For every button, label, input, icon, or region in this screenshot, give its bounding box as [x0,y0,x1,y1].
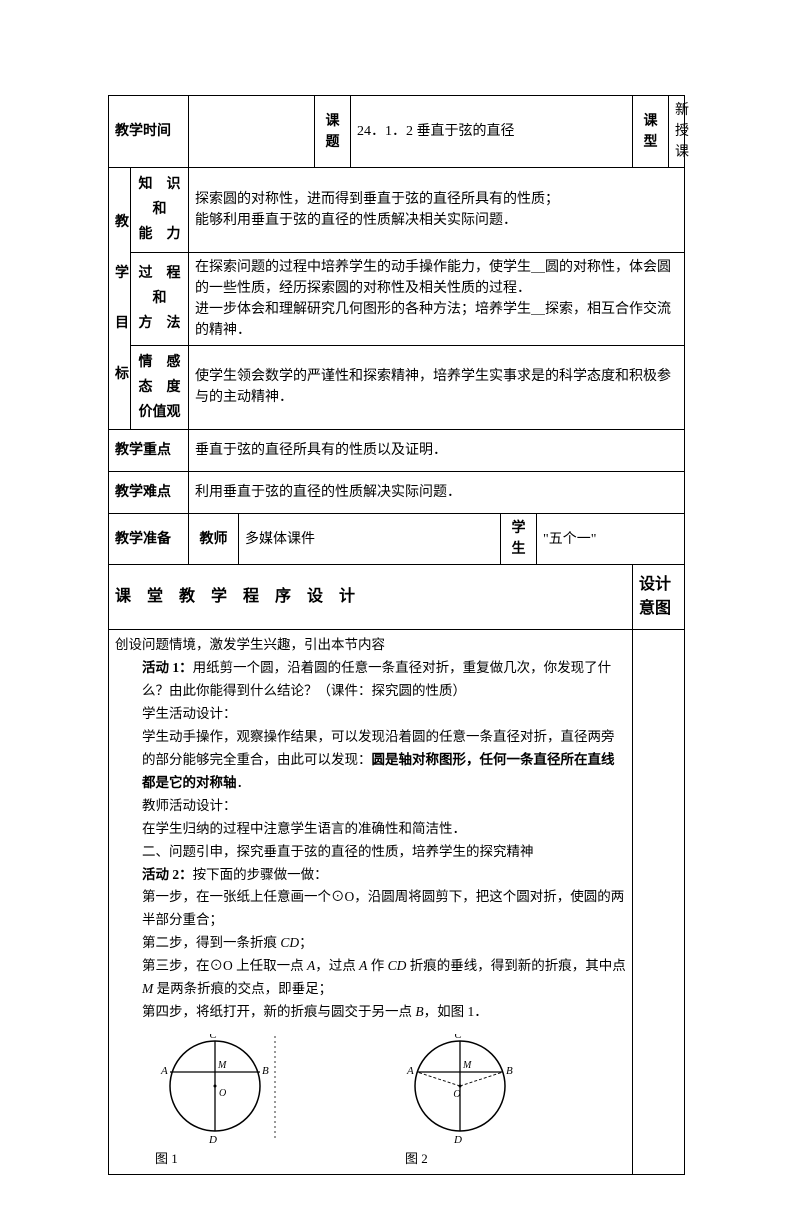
difficulty-label: 教学难点 [109,472,189,514]
step-3: 第三步，在⊙O 上任取一点 A，过点 A 作 CD 折痕的垂线，得到新的折痕，其… [115,955,626,1001]
intro-line: 创设问题情境，激发学生兴趣，引出本节内容 [115,634,626,657]
knowledge-text: 探索圆的对称性，进而得到垂直于弦的直径所具有的性质； 能够利用垂直于弦的直径的性… [189,168,685,253]
process-label: 过 程 和 方 法 [131,252,189,345]
act2-label: 活动 2： [142,867,193,882]
label-line: 情 感 [139,355,181,370]
lesson-plan-table: 教学时间 课题 24．1．2 垂直于弦的直径 课型 新授课 教 学 目 标 知 … [108,95,685,1175]
type-label: 课型 [633,96,669,168]
intent-content [633,630,685,1175]
lbl-b: B [262,1065,269,1077]
label-line: 能 力 [139,227,181,242]
act2-text: 按下面的步骤做一做： [193,867,328,882]
topic-label: 课题 [315,96,351,168]
content-row: 创设问题情境，激发学生兴趣，引出本节内容 活动 1：用纸剪一个圆，沿着圆的任意一… [109,630,685,1175]
objectives-attitude-row: 情 感 态 度 价值观 使学生领会数学的严谨性和探索精神，培养学生实事求是的科学… [109,345,685,430]
prep-student-label: 学生 [501,514,537,565]
s4-2: ，如图 1． [424,1004,488,1019]
lbl-c2: C [454,1034,462,1041]
difficulty-text: 利用垂直于弦的直径的性质解决实际问题． [189,472,685,514]
s3-1: 第三步，在⊙O 上任取一点 [142,958,307,973]
label-line: 和 [153,202,167,217]
obj-char: 标 [115,367,129,382]
lbl-m: M [217,1060,227,1071]
lbl-m2: M [462,1060,472,1071]
s3-4: 折痕的垂线，得到新的折痕，其中点 [406,958,625,973]
teacher-design-label: 教师活动设计： [115,795,626,818]
s4-1: 第四步，将纸打开，新的折痕与圆交于另一点 [142,1004,415,1019]
circle-diagram-2: C D A B M O [405,1034,515,1144]
obj-char: 教 [115,215,129,230]
objectives-knowledge-row: 教 学 目 标 知 识 和 能 力 探索圆的对称性，进而得到垂直于弦的直径所具有… [109,168,685,253]
design-title-row: 课 堂 教 学 程 序 设 计 设计意图 [109,565,685,630]
obj-char: 目 [115,316,129,331]
objectives-main-label: 教 学 目 标 [109,168,131,430]
label-line: 价值观 [139,405,181,420]
activity-1: 活动 1：用纸剪一个圆，沿着圆的任意一条直径对折，重复做几次，你发现了什么？由此… [115,657,626,703]
difficulty-row: 教学难点 利用垂直于弦的直径的性质解决实际问题． [109,472,685,514]
s4-b: B [415,1004,423,1019]
period: ． [237,775,251,790]
prep-student-text: "五个一" [537,514,685,565]
time-label: 教学时间 [109,96,189,168]
step-1: 第一步，在一张纸上任意画一个⊙O，沿圆周将圆剪下，把这个圆对折，使圆的两半部分重… [115,886,626,932]
s2-pre: 第二步，得到一条折痕 [142,935,280,950]
lbl-d2: D [453,1134,462,1144]
lbl-d: D [208,1134,217,1144]
lbl-o2: O [453,1089,460,1100]
s2-post: ； [299,935,313,950]
label-line: 态 度 [139,380,181,395]
student-design-text: 学生动手操作，观察操作结果，可以发现沿着圆的任意一条直径对折，直径两旁的部分能够… [115,726,626,795]
figure-1: C D A B M O 图 1 [155,1034,285,1170]
obj-char: 学 [115,266,129,281]
s3-3: 作 [367,958,387,973]
step-4: 第四步，将纸打开，新的折痕与圆交于另一点 B，如图 1． [115,1001,626,1024]
label-line: 知 识 [139,177,181,192]
act1-label: 活动 1： [142,660,193,675]
topic-value: 24．1．2 垂直于弦的直径 [351,96,633,168]
procedure-title: 课 堂 教 学 程 序 设 计 [109,565,633,630]
lbl-b2: B [506,1065,513,1077]
procedure-content: 创设问题情境，激发学生兴趣，引出本节内容 活动 1：用纸剪一个圆，沿着圆的任意一… [109,630,633,1175]
step-2: 第二步，得到一条折痕 CD； [115,932,626,955]
lbl-o: O [219,1088,226,1099]
label-line: 和 [153,291,167,306]
keypoint-label: 教学重点 [109,430,189,472]
s3-m: M [142,981,153,996]
lbl-a2: A [406,1065,414,1077]
student-design-label: 学生活动设计： [115,703,626,726]
keypoint-text: 垂直于弦的直径所具有的性质以及证明． [189,430,685,472]
prep-teacher-label: 教师 [189,514,239,565]
s2-cd: CD [280,935,299,950]
s3-2: ，过点 [315,958,359,973]
act1-text: 用纸剪一个圆，沿着圆的任意一条直径对折，重复做几次，你发现了什么？由此你能得到什… [142,660,611,698]
prep-label: 教学准备 [109,514,189,565]
circle-diagram-1: C D A B M O [155,1034,285,1144]
objectives-process-row: 过 程 和 方 法 在探索问题的过程中培养学生的动手操作能力，使学生＿圆的对称性… [109,252,685,345]
section-2: 二、问题引申，探究垂直于弦的直径的性质，培养学生的探究精神 [115,841,626,864]
teacher-design-text: 在学生归纳的过程中注意学生语言的准确性和简洁性． [115,818,626,841]
knowledge-label: 知 识 和 能 力 [131,168,189,253]
attitude-text: 使学生领会数学的严谨性和探索精神，培养学生实事求是的科学态度和积极参与的主动精神… [189,345,685,430]
time-value [189,96,315,168]
s3-cd: CD [388,958,407,973]
process-text: 在探索问题的过程中培养学生的动手操作能力，使学生＿圆的对称性，体会圆的一些性质，… [189,252,685,345]
s3-a: A [307,958,315,973]
type-value: 新授课 [669,96,685,168]
activity-2: 活动 2：按下面的步骤做一做： [115,864,626,887]
lbl-c: C [209,1034,217,1041]
label-line: 方 法 [139,316,181,331]
figure-2: C D A B M O 图 2 [405,1034,515,1170]
lbl-a: A [160,1065,168,1077]
intent-title: 设计意图 [633,565,685,630]
header-row: 教学时间 课题 24．1．2 垂直于弦的直径 课型 新授课 [109,96,685,168]
diagrams-container: C D A B M O 图 1 [115,1034,626,1170]
attitude-label: 情 感 态 度 价值观 [131,345,189,430]
keypoint-row: 教学重点 垂直于弦的直径所具有的性质以及证明． [109,430,685,472]
prep-row: 教学准备 教师 多媒体课件 学生 "五个一" [109,514,685,565]
prep-teacher-text: 多媒体课件 [239,514,501,565]
s3-5: 是两条折痕的交点，即垂足； [153,981,332,996]
label-line: 过 程 [139,266,181,281]
fig1-label: 图 1 [155,1148,285,1170]
fig2-label: 图 2 [405,1148,515,1170]
